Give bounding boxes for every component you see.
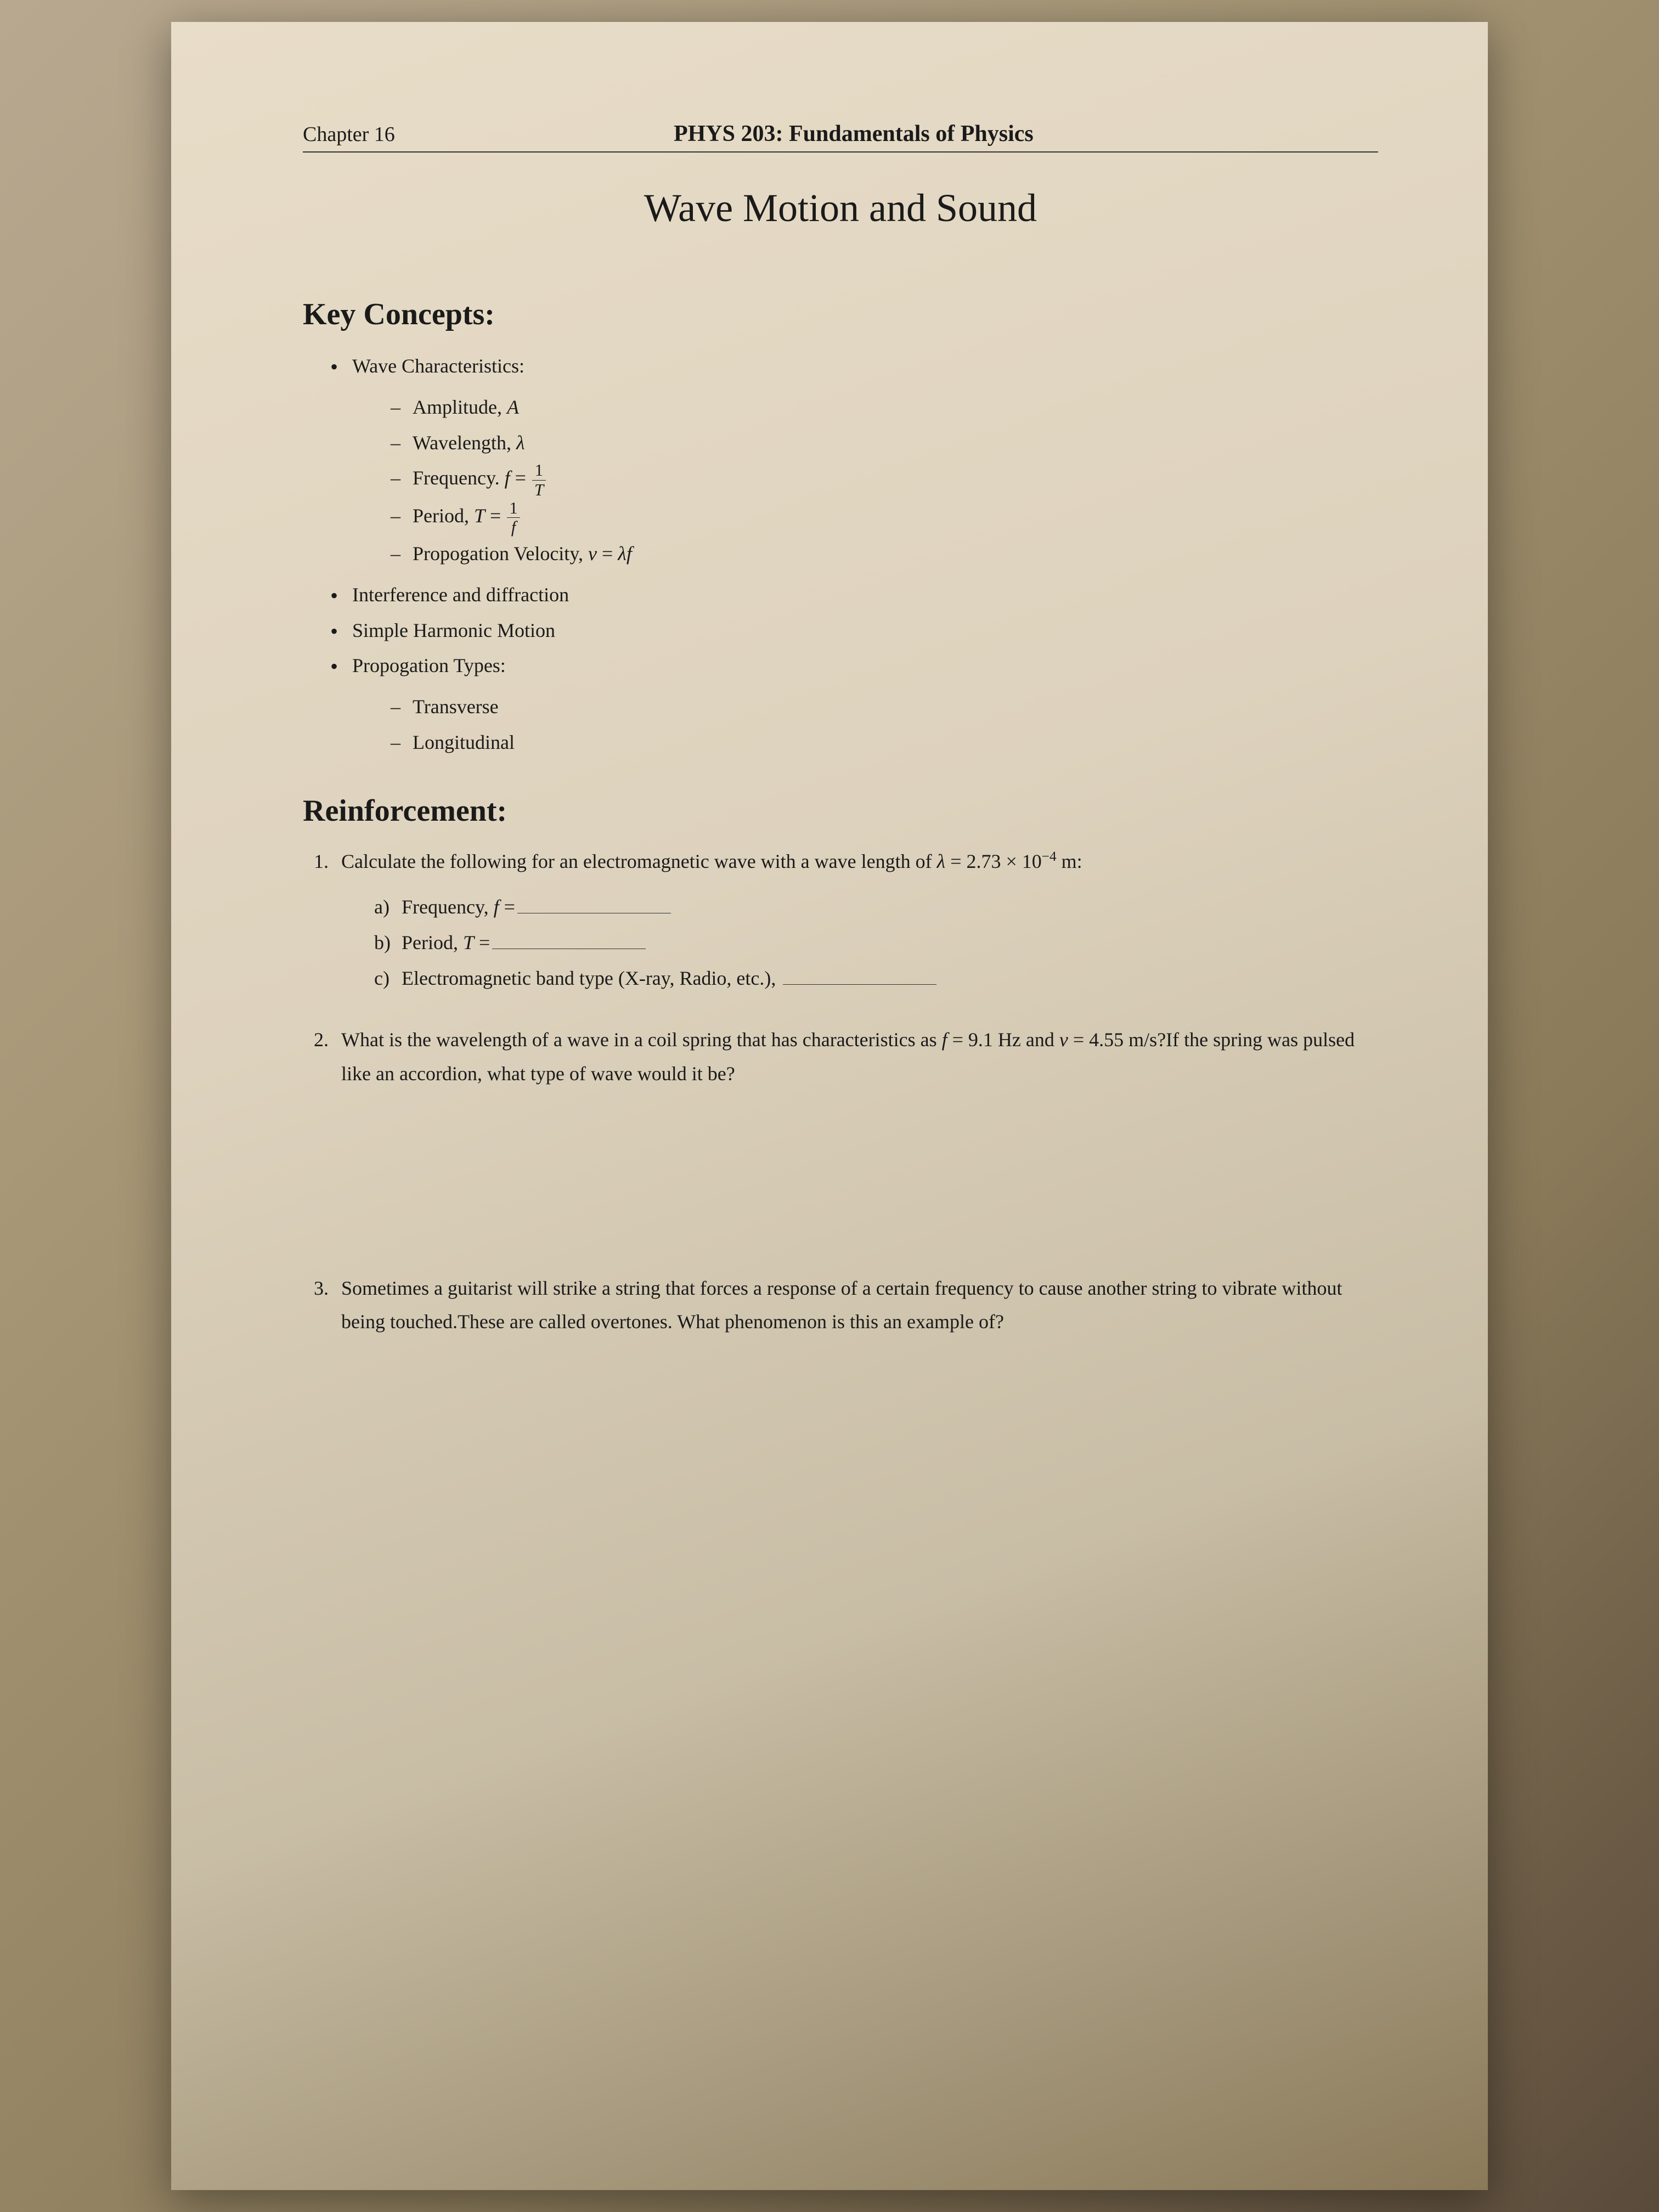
reinforcement-heading: Reinforcement:: [303, 793, 1378, 828]
sub-frequency: Frequency. f = 1T: [396, 460, 1378, 498]
concept-wave-characteristics: Wave Characteristics: Amplitude, A Wavel…: [336, 348, 1378, 572]
worksheet-page: Chapter 16 PHYS 203: Fundamentals of Phy…: [171, 22, 1488, 2190]
blank-band-type[interactable]: [783, 965, 936, 985]
sub-longitudinal: Longitudinal: [396, 725, 1378, 760]
question-3: Sometimes a guitarist will strike a stri…: [314, 1272, 1378, 1339]
key-concepts-list: Wave Characteristics: Amplitude, A Wavel…: [303, 348, 1378, 760]
question-1: Calculate the following for an electroma…: [314, 845, 1378, 996]
q3-text: Sometimes a guitarist will strike a stri…: [341, 1277, 1342, 1333]
sub-velocity: Propogation Velocity, v = λf: [396, 536, 1378, 572]
concept-shm: Simple Harmonic Motion: [336, 613, 1378, 648]
wave-characteristics-sublist: Amplitude, A Wavelength, λ Frequency. f …: [352, 390, 1378, 572]
sub-period: Period, T = 1f: [396, 498, 1378, 536]
page-header: Chapter 16 PHYS 203: Fundamentals of Phy…: [303, 121, 1378, 153]
concept-label: Propogation Types:: [352, 654, 506, 676]
q1-b: b)Period, T =: [374, 925, 1378, 961]
concept-label: Wave Characteristics:: [352, 355, 524, 377]
q2-answer-space[interactable]: [341, 1091, 1378, 1244]
concept-interference: Interference and diffraction: [336, 577, 1378, 613]
q1-a: a)Frequency, f =: [374, 889, 1378, 925]
q1-parts: a)Frequency, f = b)Period, T = c)Electro…: [341, 889, 1378, 996]
question-2: What is the wavelength of a wave in a co…: [314, 1023, 1378, 1244]
key-concepts-section: Key Concepts: Wave Characteristics: Ampl…: [303, 297, 1378, 760]
q2-text: What is the wavelength of a wave in a co…: [341, 1029, 1355, 1084]
sub-wavelength: Wavelength, λ: [396, 425, 1378, 461]
q1-prompt: Calculate the following for an electroma…: [341, 850, 1082, 872]
sub-transverse: Transverse: [396, 689, 1378, 725]
blank-period[interactable]: [492, 929, 646, 949]
chapter-label: Chapter 16: [303, 122, 395, 146]
sub-amplitude: Amplitude, A: [396, 390, 1378, 425]
reinforcement-section: Reinforcement: Calculate the following f…: [303, 793, 1378, 1339]
concept-propagation-types: Propogation Types: Transverse Longitudin…: [336, 648, 1378, 760]
q1-c: c)Electromagnetic band type (X-ray, Radi…: [374, 961, 1378, 996]
propagation-types-sublist: Transverse Longitudinal: [352, 689, 1378, 760]
key-concepts-heading: Key Concepts:: [303, 297, 1378, 332]
blank-frequency[interactable]: [517, 894, 671, 913]
page-title: Wave Motion and Sound: [303, 185, 1378, 231]
course-title: PHYS 203: Fundamentals of Physics: [395, 121, 1378, 147]
reinforcement-list: Calculate the following for an electroma…: [303, 845, 1378, 1339]
